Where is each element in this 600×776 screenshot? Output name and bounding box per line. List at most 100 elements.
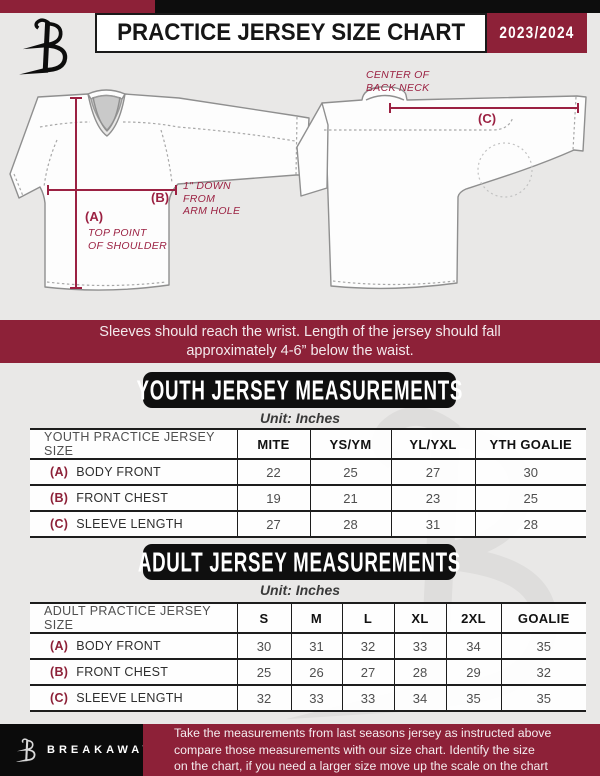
table-row: (B) FRONT CHEST 25 26 27 28 29 32 [30,659,586,685]
column-header: L [341,603,394,633]
adult-unit-label: Unit: Inches [259,582,341,598]
value-cell: 25 [309,459,391,485]
title-bar: PRACTICE JERSEY SIZE CHART [95,13,487,53]
row-label-cell: (B) FRONT CHEST [30,659,237,685]
column-header: XL [393,603,446,633]
value-cell: 26 [290,659,342,685]
season-badge: 2023/2024 [487,13,587,53]
value-cell: 33 [393,633,446,659]
measurement-lines [47,97,579,289]
table-row: (C) SLEEVE LENGTH 32 33 33 34 35 35 [30,685,586,711]
adult-section-heading: ADULT JERSEY MEASUREMENTS [137,545,462,578]
breakaway-b-logo-icon [14,735,40,765]
column-header: YS/YM [309,429,391,459]
value-cell: 30 [236,633,291,659]
note-down-from-armhole: 1" DOWN FROM ARM HOLE [183,180,241,217]
brand-name: BREAKAWAY [47,744,154,756]
value-cell: 25 [236,659,291,685]
footer-brand-block: BREAKAWAY [0,724,150,776]
row-label-cell: (C) SLEEVE LENGTH [30,685,237,711]
column-header: M [290,603,342,633]
jersey-diagrams-drawing [9,86,587,291]
column-header: GOALIE [500,603,586,633]
table-row: (A) BODY FRONT 22 25 27 30 [30,459,586,485]
value-cell: 32 [500,659,586,685]
table-row: (C) SLEEVE LENGTH 27 28 31 28 [30,511,586,537]
value-cell: 27 [390,459,475,485]
youth-size-header-cell: YOUTH PRACTICE JERSEY SIZE [30,429,237,459]
table-row: (B) FRONT CHEST 19 21 23 25 [30,485,586,511]
label-b: (B) [151,190,170,205]
table-header-row: YOUTH PRACTICE JERSEY SIZE MITE YS/YM YL… [30,429,586,459]
value-cell: 33 [290,685,342,711]
table-header-row: ADULT PRACTICE JERSEY SIZE S M L XL 2XL … [30,603,586,633]
header-maroon-strip [0,0,155,13]
value-cell: 30 [474,459,586,485]
adult-section-banner: ADULT JERSEY MEASUREMENTS [138,544,460,580]
back-jersey-drawing [296,86,587,290]
fit-info-banner: Sleeves should reach the wrist. Length o… [0,320,600,363]
adult-size-table: ADULT PRACTICE JERSEY SIZE S M L XL 2XL … [30,602,586,712]
measure-key: (C) [50,517,69,531]
fit-info-text: Sleeves should reach the wrist. Length o… [99,323,501,359]
breakaway-b-logo-icon [16,13,78,79]
measure-key: (A) [50,639,69,653]
measure-label: FRONT CHEST [76,665,169,679]
value-cell: 32 [341,633,394,659]
value-cell: 25 [474,485,586,511]
value-cell: 35 [445,685,501,711]
footer-instructions-block: Take the measurements from last seasons … [143,724,600,776]
value-cell: 32 [236,685,291,711]
value-cell: 35 [500,633,586,659]
youth-section-heading: YOUTH JERSEY MEASUREMENTS [136,373,463,406]
measure-label: SLEEVE LENGTH [76,691,183,705]
column-header: S [236,603,291,633]
table-row: (A) BODY FRONT 30 31 32 33 34 35 [30,633,586,659]
measure-key: (C) [50,691,69,705]
label-c: (C) [478,111,497,126]
page-title: PRACTICE JERSEY SIZE CHART [116,19,466,46]
row-label-cell: (A) BODY FRONT [30,459,237,485]
value-cell: 22 [236,459,310,485]
value-cell: 34 [445,633,501,659]
column-header: YTH GOALIE [474,429,586,459]
youth-size-table: YOUTH PRACTICE JERSEY SIZE MITE YS/YM YL… [30,428,586,538]
value-cell: 28 [474,511,586,537]
row-label-cell: (C) SLEEVE LENGTH [30,511,237,537]
value-cell: 28 [393,659,446,685]
value-cell: 31 [390,511,475,537]
label-a: (A) [85,209,104,224]
header-black-strip [155,0,600,13]
front-jersey-drawing [9,89,310,291]
adult-size-header-cell: ADULT PRACTICE JERSEY SIZE [30,603,237,633]
footer-instructions-text: Take the measurements from last seasons … [174,726,552,774]
row-label-cell: (B) FRONT CHEST [30,485,237,511]
value-cell: 35 [500,685,586,711]
measure-key: (B) [50,665,69,679]
measure-label: BODY FRONT [76,639,161,653]
value-cell: 23 [390,485,475,511]
measure-label: SLEEVE LENGTH [76,517,183,531]
note-center-of-back-neck: CENTER OF BACK NECK [366,69,430,94]
value-cell: 31 [290,633,342,659]
value-cell: 19 [236,485,310,511]
measure-key: (A) [50,465,69,479]
column-header: 2XL [445,603,501,633]
measure-key: (B) [50,491,69,505]
measure-label: BODY FRONT [76,465,161,479]
youth-unit-label: Unit: Inches [259,410,341,426]
value-cell: 27 [236,511,310,537]
jersey-diagram-area: (A) TOP POINT OF SHOULDER (B) 1" DOWN FR… [0,69,600,320]
row-label-cell: (A) BODY FRONT [30,633,237,659]
season-label: 2023/2024 [499,23,575,42]
value-cell: 29 [445,659,501,685]
value-cell: 33 [341,685,394,711]
column-header: MITE [236,429,310,459]
column-header: YL/YXL [390,429,475,459]
youth-section-banner: YOUTH JERSEY MEASUREMENTS [136,372,462,408]
value-cell: 34 [393,685,446,711]
note-top-point-of-shoulder: TOP POINT OF SHOULDER [88,227,167,252]
value-cell: 27 [341,659,394,685]
measure-label: FRONT CHEST [76,491,169,505]
